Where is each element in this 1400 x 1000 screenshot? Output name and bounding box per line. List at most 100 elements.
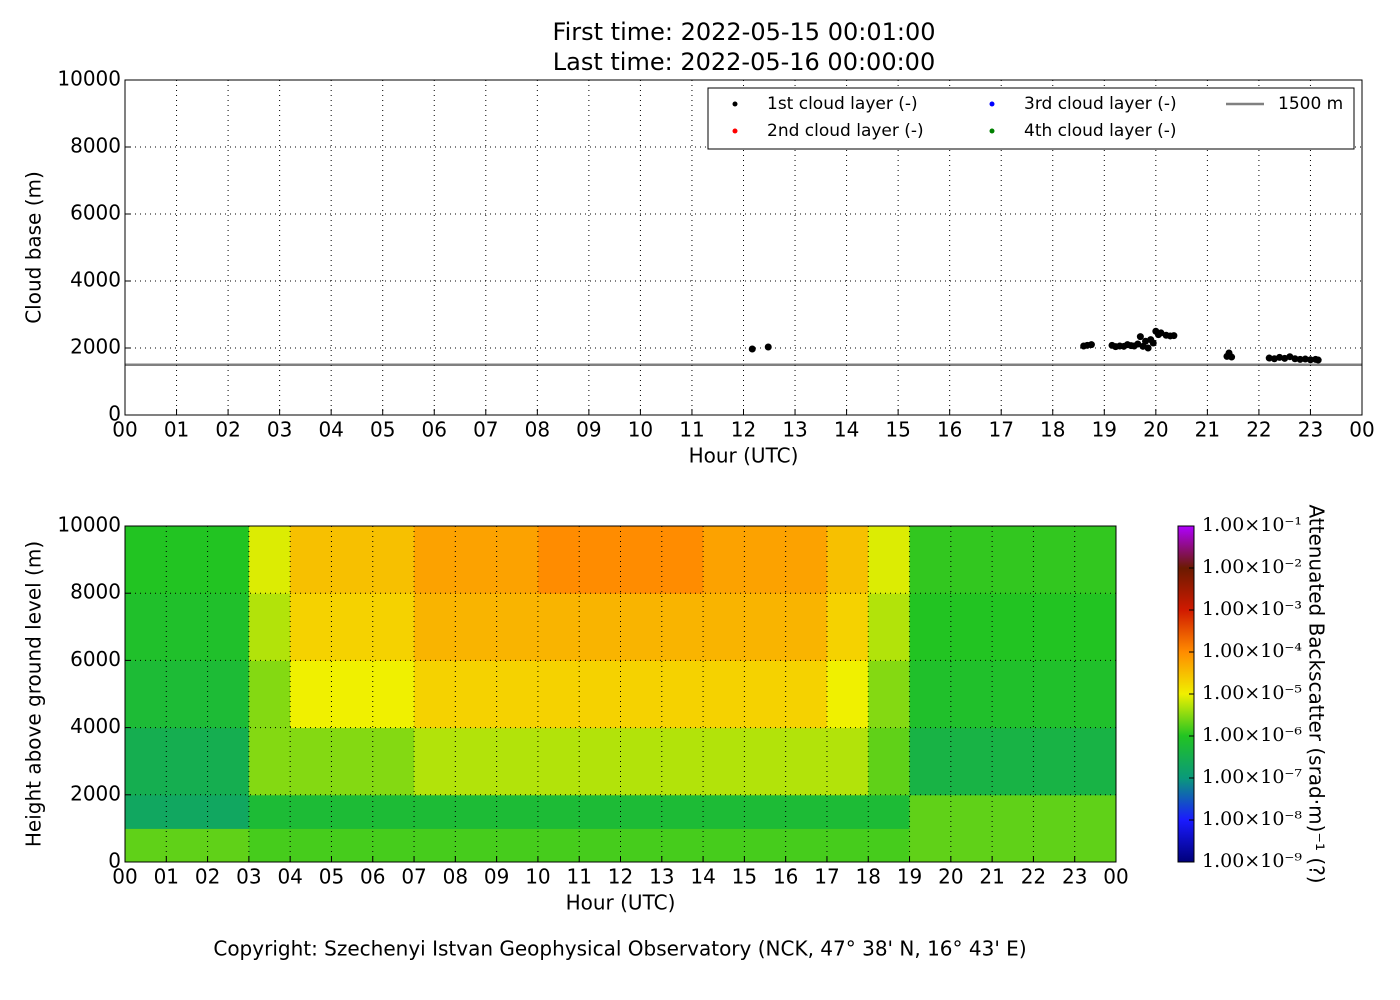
- heatmap-cell: [207, 660, 250, 729]
- heatmap-cell: [496, 828, 539, 863]
- x-tick-label: 12: [731, 418, 756, 442]
- heatmap-cell: [248, 828, 291, 863]
- heatmap-cell: [166, 660, 209, 729]
- x-tick-label: 11: [679, 418, 704, 442]
- heatmap-cell: [703, 660, 745, 729]
- x-tick-label: 00: [112, 418, 137, 442]
- heatmap-cell: [125, 727, 167, 796]
- heatmap-cell: [868, 593, 911, 661]
- heatmap-cell: [703, 526, 745, 594]
- data-point: [1144, 344, 1152, 352]
- legend-label: 1st cloud layer (-): [767, 94, 918, 114]
- data-point: [1228, 353, 1236, 361]
- heatmap-cell: [290, 794, 332, 829]
- colorbar-tick-label: 1.00×10⁻⁹: [1202, 850, 1302, 872]
- x-tick-label: 08: [443, 865, 468, 889]
- heatmap-cell: [455, 727, 498, 796]
- heatmap-cell: [537, 794, 580, 829]
- x-tick-label: 15: [732, 865, 757, 889]
- heatmap-cell: [909, 660, 952, 729]
- heatmap-cell: [248, 794, 291, 829]
- x-tick-label: 19: [1092, 418, 1117, 442]
- y-tick-label: 10000: [57, 513, 121, 537]
- heatmap-cell: [826, 660, 869, 729]
- heatmap-cell: [909, 794, 952, 829]
- x-tick-label: 17: [988, 418, 1013, 442]
- x-tick-label: 10: [525, 865, 550, 889]
- heatmap-cell: [620, 660, 663, 729]
- heatmap-cell: [331, 660, 374, 729]
- y-tick-label: 4000: [70, 714, 121, 738]
- heatmap-cell: [414, 794, 456, 829]
- x-tick-label: 16: [937, 418, 962, 442]
- y-axis-label: Height above ground level (m): [22, 541, 46, 847]
- data-point: [1149, 339, 1157, 347]
- y-tick-label: 8000: [70, 134, 121, 158]
- heatmap-cell: [1033, 794, 1076, 829]
- data-point: [1296, 355, 1304, 363]
- heatmap-cell: [125, 660, 167, 729]
- colorbar-tick-label: 1.00×10⁻⁷: [1202, 766, 1302, 788]
- data-point: [748, 345, 756, 353]
- heatmap-cell: [703, 593, 745, 661]
- x-tick-label: 14: [834, 418, 859, 442]
- heatmap-cell: [785, 727, 828, 796]
- heatmap-cell: [661, 727, 704, 796]
- heatmap-cell: [537, 593, 580, 661]
- x-tick-label: 07: [401, 865, 426, 889]
- heatmap-cell: [868, 794, 911, 829]
- heatmap-cell: [826, 727, 869, 796]
- colorbar-tick-label: 1.00×10⁻⁸: [1202, 808, 1302, 830]
- legend-box: [707, 87, 1355, 150]
- legend-marker: [989, 101, 995, 107]
- heatmap-cell: [1033, 526, 1076, 594]
- heatmap-cell: [1074, 828, 1117, 863]
- x-tick-label: 15: [885, 418, 910, 442]
- heatmap-cell: [826, 828, 869, 863]
- colorbar-tick-label: 1.00×10⁻³: [1202, 598, 1302, 620]
- heatmap-cell: [785, 593, 828, 661]
- plot-frame: [124, 525, 1117, 863]
- heatmap-cell: [1074, 794, 1117, 829]
- heatmap-cell: [331, 794, 374, 829]
- y-tick-label: 2000: [70, 781, 121, 805]
- x-tick-label: 02: [215, 418, 240, 442]
- heatmap-cell: [290, 526, 332, 594]
- footer: Copyright: Szechenyi Istvan Geophysical …: [213, 937, 1026, 961]
- heatmap-cell: [1033, 660, 1076, 729]
- x-tick-label: 00: [1349, 418, 1374, 442]
- heatmap-cell: [579, 794, 621, 829]
- heatmap-cell: [166, 727, 209, 796]
- x-tick-label: 21: [979, 865, 1004, 889]
- x-tick-label: 03: [267, 418, 292, 442]
- heatmap-cell: [455, 660, 498, 729]
- heatmap-cell: [620, 828, 663, 863]
- heatmap-cell: [620, 794, 663, 829]
- colorbar-tick-label: 1.00×10⁻²: [1202, 556, 1302, 578]
- heatmap-cell: [290, 660, 332, 729]
- subtitle: Last time: 2022-05-16 00:00:00: [553, 48, 935, 76]
- heatmap-cell: [414, 727, 456, 796]
- heatmap-cell: [1033, 593, 1076, 661]
- heatmap-cell: [1033, 828, 1076, 863]
- heatmap-cell: [290, 828, 332, 863]
- heatmap-cell: [661, 828, 704, 863]
- heatmap-cell: [992, 794, 1034, 829]
- heatmap-cell: [992, 593, 1034, 661]
- heatmap-cell: [661, 794, 704, 829]
- heatmap-cell: [290, 727, 332, 796]
- heatmap-cell: [455, 828, 498, 863]
- heatmap-cell: [537, 526, 580, 594]
- heatmap-cell: [909, 593, 952, 661]
- x-tick-label: 09: [576, 418, 601, 442]
- title: First time: 2022-05-15 00:01:00: [553, 18, 936, 46]
- heatmap-cell: [950, 526, 993, 594]
- heatmap-cell: [496, 794, 539, 829]
- heatmap-cell: [620, 593, 663, 661]
- heatmap-cell: [537, 727, 580, 796]
- heatmap-cell: [868, 727, 911, 796]
- heatmap-cell: [579, 727, 621, 796]
- x-tick-label: 05: [370, 418, 395, 442]
- legend-marker: [732, 128, 738, 134]
